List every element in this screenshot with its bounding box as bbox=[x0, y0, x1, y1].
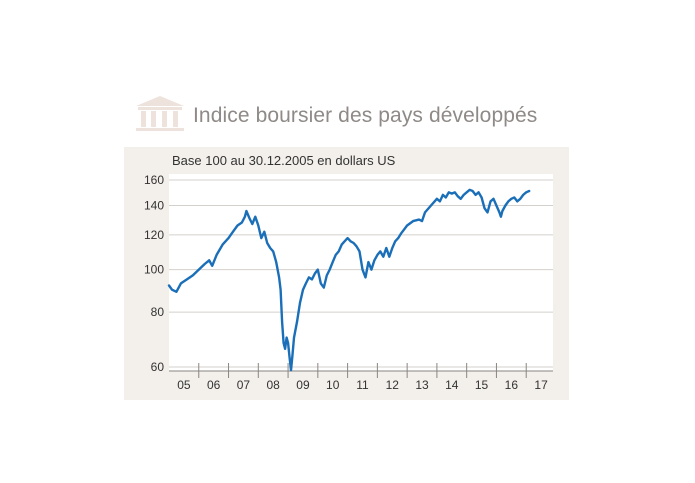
chart-subtitle: Base 100 au 30.12.2005 en dollars US bbox=[172, 153, 396, 168]
y-tick-label: 160 bbox=[144, 173, 164, 187]
y-tick-label: 60 bbox=[151, 360, 165, 374]
x-tick-label: 17 bbox=[534, 378, 548, 392]
x-tick-label: 12 bbox=[386, 378, 400, 392]
x-tick-label: 10 bbox=[326, 378, 340, 392]
x-tick-label: 13 bbox=[415, 378, 429, 392]
y-tick-label: 80 bbox=[151, 305, 165, 319]
x-tick-label: 15 bbox=[475, 378, 489, 392]
x-tick-label: 16 bbox=[505, 378, 519, 392]
y-tick-label: 120 bbox=[144, 228, 164, 242]
bank-icon bbox=[136, 96, 184, 131]
y-tick-label: 140 bbox=[144, 198, 164, 212]
x-tick-label: 07 bbox=[237, 378, 251, 392]
y-tick-label: 100 bbox=[144, 263, 164, 277]
grid-layer bbox=[169, 179, 553, 368]
chart-header: Indice boursier des pays développés bbox=[126, 92, 566, 138]
x-tick-label: 09 bbox=[296, 378, 310, 392]
line-chart: 60 80 100 120 140 160 05 06 07 08 09 10 11 12 13 14 15 1… bbox=[144, 153, 553, 392]
series-line bbox=[167, 188, 531, 372]
x-tick-layer bbox=[198, 363, 527, 378]
x-tick-label: 05 bbox=[177, 378, 191, 392]
x-tick-label: 06 bbox=[207, 378, 221, 392]
x-tick-label: 14 bbox=[445, 378, 459, 392]
x-tick-label: 11 bbox=[356, 378, 369, 392]
y-tick-label-layer: 60 80 100 120 140 160 bbox=[144, 173, 164, 374]
x-tick-label: 08 bbox=[267, 378, 281, 392]
chart-panel: 60 80 100 120 140 160 05 06 07 08 09 10 11 12 13 14 15 1… bbox=[124, 147, 569, 400]
chart-title: Indice boursier des pays développés bbox=[193, 104, 538, 127]
x-tick-label-layer: 05 06 07 08 09 10 11 12 13 14 15 16 17 bbox=[177, 378, 548, 392]
